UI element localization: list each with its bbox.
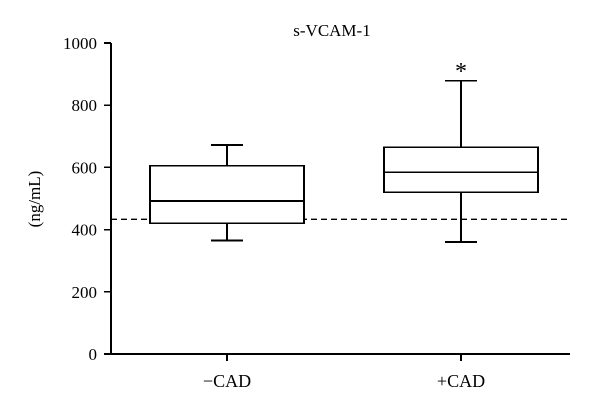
box-group	[149, 144, 305, 242]
y-tick-label: 200	[72, 283, 98, 302]
y-tick-label: 800	[72, 96, 98, 115]
significance-annotation: *	[455, 59, 467, 85]
x-category-label: +CAD	[437, 371, 485, 391]
y-tick-label: 0	[89, 345, 98, 364]
y-tick-label: 600	[72, 158, 98, 177]
axes-layer: 0 200 400 600 800 1000 −CAD +CAD	[63, 34, 570, 391]
iqr-box	[149, 165, 305, 225]
boxes-layer: *	[149, 59, 539, 243]
labels-layer: s-VCAM-1 (ng/mL)	[25, 21, 371, 227]
x-category-label: −CAD	[203, 371, 251, 391]
y-tick-label: 1000	[63, 34, 97, 53]
y-tick-label: 400	[72, 221, 98, 240]
box-group: *	[383, 59, 539, 243]
iqr-box	[383, 146, 539, 194]
y-axis-label: (ng/mL)	[25, 171, 44, 228]
chart-title: s-VCAM-1	[293, 21, 370, 40]
